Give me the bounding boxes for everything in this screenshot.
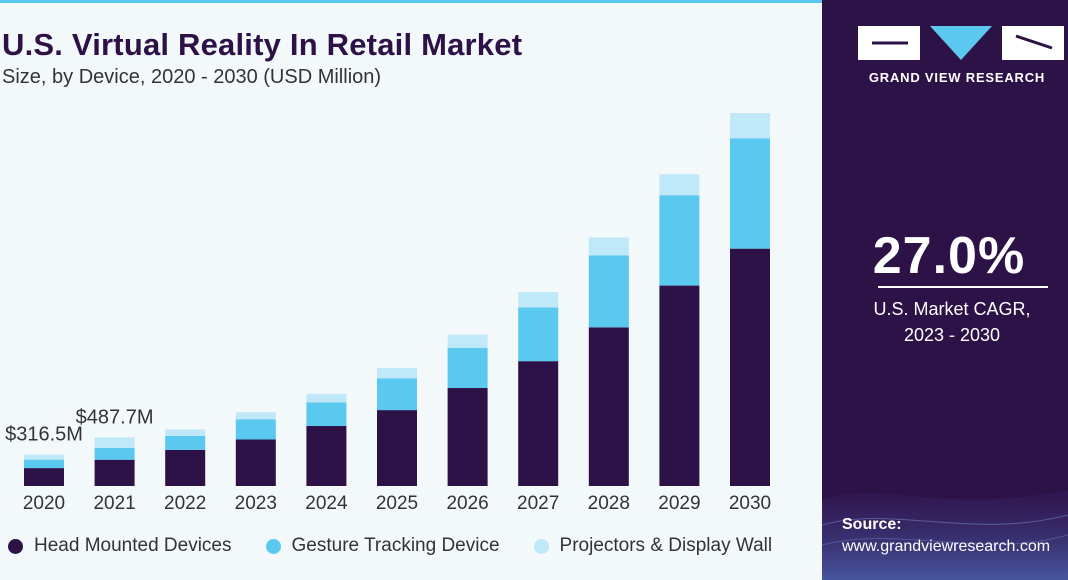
cagr-divider [878,286,1048,288]
legend-swatch-gesture-tracking [265,538,281,554]
cagr-label-line1: U.S. Market CAGR, [873,299,1031,319]
bar-segment-2023-gesture-tracking [235,419,276,440]
bar-segment-2030-projectors [730,112,770,139]
x-tick-label-2028: 2028 [588,493,630,514]
bar-segment-2028-head-mounted [588,327,629,486]
chart-legend: Head Mounted Devices Gesture Tracking De… [8,535,806,557]
grand-view-research-logo [858,26,1064,60]
bar-segment-2025-head-mounted [377,410,417,486]
bar-segment-2024-projectors [306,393,347,403]
bar-segment-2025-gesture-tracking [377,378,417,411]
bar-segment-2030-head-mounted [730,248,770,486]
x-tick-label-2027: 2027 [517,493,559,514]
data-label-2020: $316.5M [5,424,83,446]
bar-segment-2029-gesture-tracking [659,195,700,286]
bar-segment-2021-projectors [94,437,135,449]
bar-segment-2027-projectors [518,292,559,308]
bar-segment-2029-projectors [659,174,700,196]
cagr-value: 27.0% [872,227,1026,285]
bar-segment-2021-gesture-tracking [94,448,135,460]
bar-segment-2021-head-mounted [94,459,135,486]
bar-chart: 2020 2021 2022 2023 2024 2025 2026 2027 2028 2029… [5,112,771,514]
bar-segment-2027-head-mounted [518,361,559,486]
bar-segment-2020-projectors [24,454,64,460]
legend-item-head-mounted: Head Mounted Devices [8,535,232,557]
x-tick-label-2030: 2030 [729,493,771,514]
bar-segment-2027-gesture-tracking [518,307,559,362]
legend-label-head-mounted: Head Mounted Devices [34,535,232,556]
x-tick-label-2025: 2025 [376,493,418,514]
bar-segment-2024-head-mounted [306,426,347,486]
bar-segment-2026-projectors [447,334,488,348]
decorative-wave-graphic [822,490,1068,580]
x-tick-label-2029: 2029 [658,493,700,514]
bar-segment-2026-head-mounted [447,388,488,486]
side-panel: GRAND VIEW RESEARCH 27.0% U.S. Market CA… [822,0,1068,580]
cagr-label-line2: 2023 - 2030 [903,325,1001,345]
bar-segment-2030-gesture-tracking [730,138,770,249]
bar-segment-2020-head-mounted [24,468,64,486]
legend-label-projectors: Projectors & Display Wall [559,535,773,556]
x-tick-label-2023: 2023 [235,493,277,514]
bar-segment-2022-gesture-tracking [165,435,206,450]
source-label: Source: [842,516,902,533]
legend-swatch-projectors [533,538,549,554]
x-tick-label-2026: 2026 [446,493,488,514]
cagr-label: U.S. Market CAGR, 2023 - 2030 [822,296,1068,348]
legend-item-gesture-tracking: Gesture Tracking Device [265,535,500,557]
legend-swatch-head-mounted [8,538,23,554]
bar-segment-2025-projectors [377,368,417,379]
bar-segment-2029-head-mounted [659,285,700,486]
bar-segment-2023-projectors [235,412,276,420]
x-tick-label-2022: 2022 [164,493,206,514]
bar-segment-2022-projectors [165,429,206,436]
bar-segment-2020-gesture-tracking [24,459,64,469]
chart-subtitle: Size, by Device, 2020 - 2030 (USD Millio… [2,66,382,88]
legend-label-gesture-tracking: Gesture Tracking Device [291,535,500,556]
brand-name: GRAND VIEW RESEARCH [868,70,1046,85]
x-tick-label-2021: 2021 [93,493,135,514]
x-tick-label-2020: 2020 [23,493,65,514]
chart-panel: U.S. Virtual Reality In Retail Market Si… [0,0,822,557]
data-label-2021: $487.7M [76,406,154,428]
bar-segment-2028-gesture-tracking [588,255,629,328]
source-link[interactable]: www.grandviewresearch.com [842,538,1051,555]
chart-title: U.S. Virtual Reality In Retail Market [2,27,523,62]
bar-segment-2023-head-mounted [235,439,276,486]
bar-segment-2028-projectors [588,237,629,256]
bar-segment-2026-gesture-tracking [447,347,488,389]
x-tick-label-2024: 2024 [305,493,348,514]
legend-item-projectors: Projectors & Display Wall [533,535,773,557]
bar-segment-2024-gesture-tracking [306,402,347,427]
bar-segment-2022-head-mounted [165,449,206,486]
